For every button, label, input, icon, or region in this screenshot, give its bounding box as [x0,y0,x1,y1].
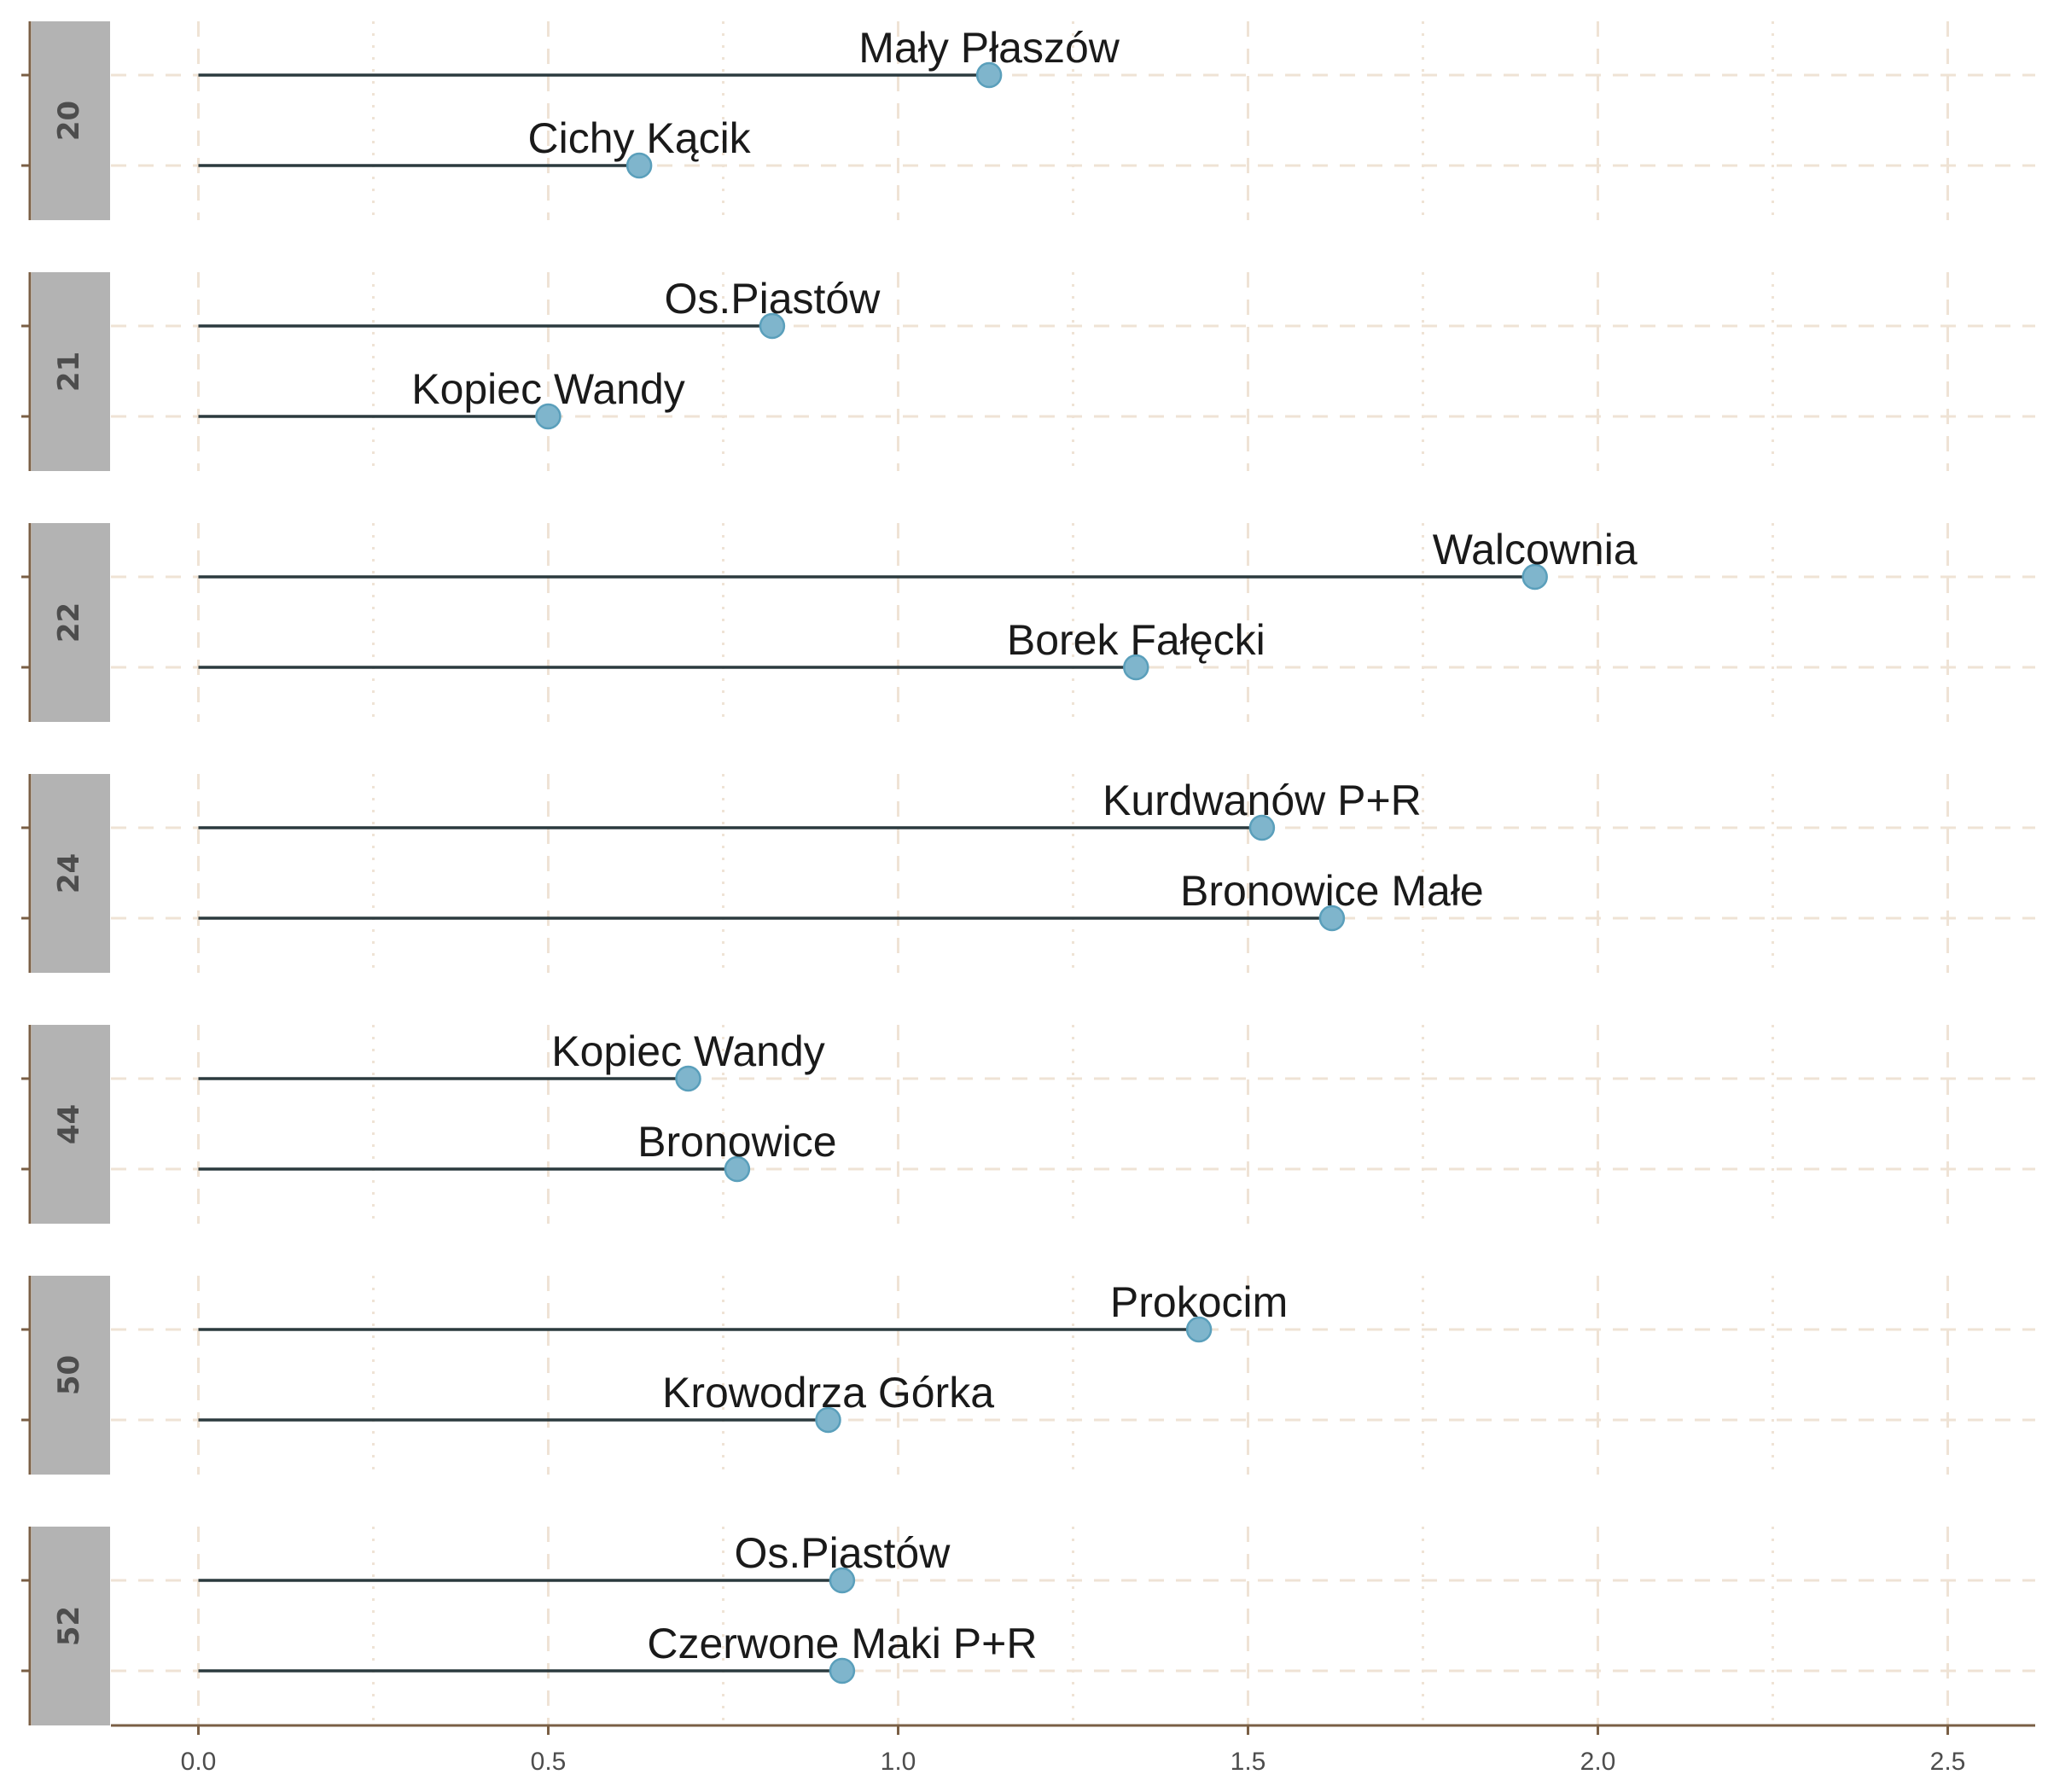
facet-label: 52 [52,1606,86,1646]
facet-strip [32,1527,110,1725]
grid-lines [111,21,2035,1725]
x-tick-label: 1.0 [881,1748,916,1776]
facet-strip [32,272,110,471]
point-label: Krowodrza Górka [662,1369,994,1417]
point-label: Os.Piastów [734,1529,951,1577]
lollipop-point [535,403,561,430]
x-tick-label: 0.5 [531,1748,567,1776]
point-label: Os.Piastów [664,275,881,323]
facet-label: 50 [52,1355,86,1395]
facet-label: 20 [52,101,86,141]
lollipop-point [724,1155,751,1183]
x-tick-label: 0.0 [181,1748,217,1776]
facet-label: 24 [52,853,86,893]
x-tick-label: 1.5 [1231,1748,1266,1776]
facet-label: 44 [52,1104,86,1144]
x-tick-label: 2.5 [1930,1748,1966,1776]
lollipop-point [975,61,1003,89]
point-label: Bronowice [637,1118,836,1166]
lollipop-point [1521,563,1548,591]
facet-strip [32,774,110,973]
facet-strips: 20 21 22 24 44 50 52 [21,21,110,1725]
lollipop-point [759,312,786,340]
point-label: Mały Płaszów [858,24,1120,72]
facet-label: 21 [52,352,86,392]
point-label: Kopiec Wandy [411,365,685,413]
lollipop-point [829,1657,856,1684]
point-label: Borek Fałęcki [1007,616,1265,664]
point-label: Bronowice Małe [1180,867,1484,915]
point-label: Prokocim [1110,1278,1288,1326]
point-labels: Mały Płaszów Cichy Kącik Os.Piastów Kopiec … [411,24,1638,1667]
facet-strip [32,523,110,722]
point-label: Cichy Kącik [528,114,752,162]
lollipop-point [1123,654,1149,681]
lollipop-point [675,1065,701,1092]
facet-strip [32,1025,110,1224]
facet-label: 22 [52,602,86,643]
lollipops [198,61,1548,1684]
lollipop-point [625,152,653,179]
lollipop-point [1185,1316,1213,1343]
facet-strip [32,1276,110,1475]
point-label: Walcownia [1433,526,1638,573]
point-label: Kurdwanów P+R [1103,777,1422,824]
lollipop-point [1318,905,1346,932]
x-axis: 0.0 0.5 1.0 1.5 2.0 2.5 [111,1724,2035,1776]
facet-strip [32,21,110,220]
point-label: Kopiec Wandy [551,1027,825,1075]
lollipop-point [829,1567,856,1594]
point-label: Czerwone Maki P+R [647,1620,1037,1667]
lollipop-point [815,1406,841,1434]
x-tick-label: 2.0 [1580,1748,1616,1776]
lollipop-point [1248,814,1276,841]
